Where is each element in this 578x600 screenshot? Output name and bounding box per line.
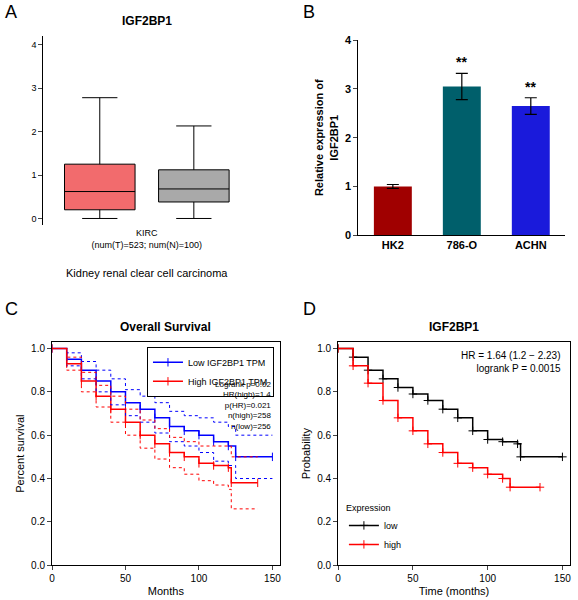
svg-text:Months: Months — [148, 585, 185, 597]
svg-text:4: 4 — [345, 34, 352, 46]
svg-text:Relative expression ofIGF2BP1: Relative expression ofIGF2BP1 — [313, 79, 339, 196]
svg-text:0.4: 0.4 — [31, 473, 45, 484]
svg-text:**: ** — [525, 79, 536, 95]
svg-text:100: 100 — [479, 573, 496, 584]
svg-text:3: 3 — [32, 83, 37, 93]
svg-text:0.2: 0.2 — [317, 516, 331, 527]
svg-text:0.0: 0.0 — [317, 560, 331, 571]
svg-text:High IGF2BP1 TPM: High IGF2BP1 TPM — [188, 377, 267, 387]
svg-text:D: D — [303, 299, 316, 319]
svg-text:low: low — [384, 521, 398, 531]
svg-text:Time (months): Time (months) — [419, 585, 490, 597]
svg-text:0.8: 0.8 — [317, 386, 331, 397]
svg-text:IGF2BP1: IGF2BP1 — [122, 14, 172, 28]
svg-text:C: C — [5, 299, 18, 319]
svg-text:Probability: Probability — [300, 427, 312, 479]
svg-text:0: 0 — [49, 573, 55, 584]
svg-text:0.6: 0.6 — [31, 430, 45, 441]
svg-text:100: 100 — [191, 573, 208, 584]
svg-text:3: 3 — [345, 83, 351, 95]
svg-text:Expression: Expression — [346, 503, 391, 513]
svg-text:0.2: 0.2 — [31, 516, 45, 527]
svg-text:HK2: HK2 — [382, 239, 404, 251]
svg-text:B: B — [303, 2, 315, 22]
svg-text:0.4: 0.4 — [317, 473, 331, 484]
svg-text:0.6: 0.6 — [317, 430, 331, 441]
svg-text:KIRC(num(T)=523; num(N)=100): KIRC(num(T)=523; num(N)=100) — [92, 228, 203, 250]
svg-text:ACHN: ACHN — [515, 239, 547, 251]
svg-text:1.0: 1.0 — [317, 343, 331, 354]
svg-text:1: 1 — [32, 170, 37, 180]
svg-text:Kidney renal clear cell carcin: Kidney renal clear cell carcinoma — [66, 267, 228, 279]
svg-text:HR = 1.64 (1.2 − 2.23)logrank: HR = 1.64 (1.2 − 2.23)logrank P = 0.0015 — [461, 350, 561, 374]
svg-text:0: 0 — [32, 214, 37, 224]
svg-text:Logrank p=0.02HR(high)=1.4p(HR: Logrank p=0.02HR(high)=1.4p(HR)=0.021n(h… — [215, 380, 271, 431]
svg-text:A: A — [5, 2, 17, 22]
svg-text:2: 2 — [345, 132, 351, 144]
svg-text:high: high — [384, 540, 401, 550]
svg-text:Percent survival: Percent survival — [14, 414, 26, 492]
svg-text:1: 1 — [345, 180, 351, 192]
svg-text:50: 50 — [120, 573, 132, 584]
svg-text:2: 2 — [32, 127, 37, 137]
svg-text:150: 150 — [264, 573, 281, 584]
svg-text:IGF2BP1: IGF2BP1 — [429, 320, 479, 334]
svg-text:**: ** — [456, 54, 467, 70]
svg-text:150: 150 — [554, 573, 571, 584]
svg-text:786-O: 786-O — [447, 239, 478, 251]
svg-text:0.8: 0.8 — [31, 386, 45, 397]
svg-text:1.0: 1.0 — [31, 343, 45, 354]
svg-text:0.0: 0.0 — [31, 560, 45, 571]
svg-text:0: 0 — [335, 573, 341, 584]
svg-text:Overall Survival: Overall Survival — [120, 320, 211, 334]
svg-text:4: 4 — [32, 40, 37, 50]
svg-text:50: 50 — [407, 573, 419, 584]
svg-text:Low IGF2BP1 TPM: Low IGF2BP1 TPM — [188, 358, 265, 368]
svg-text:0: 0 — [345, 229, 351, 241]
